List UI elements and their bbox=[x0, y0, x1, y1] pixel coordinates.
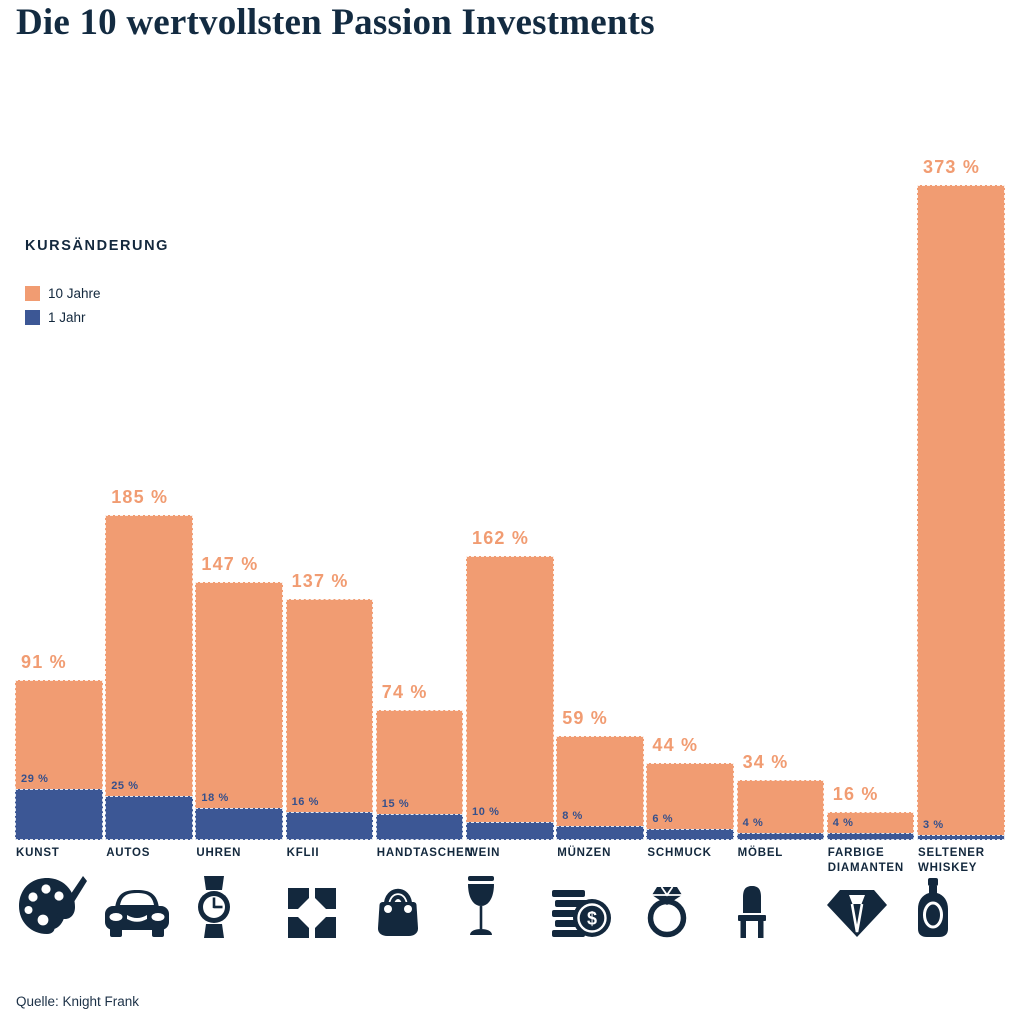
watch-icon bbox=[197, 874, 285, 938]
wine-glass-icon bbox=[466, 874, 554, 938]
diamond-icon bbox=[827, 874, 915, 938]
bar-10-jahre bbox=[556, 736, 644, 840]
bar-1-jahr bbox=[105, 796, 193, 840]
bar-10-jahre bbox=[466, 555, 554, 840]
category-label: SELTENER WHISKEY bbox=[918, 847, 985, 874]
category-label: KFLII bbox=[286, 847, 320, 859]
value-label-10-jahre: 16 % bbox=[832, 783, 879, 804]
legend-item-1-jahr: 1 Jahr bbox=[25, 310, 169, 325]
category-label: UHREN bbox=[196, 847, 242, 859]
bar-10-jahre bbox=[195, 581, 283, 840]
value-label-10-jahre: 44 % bbox=[652, 734, 699, 755]
bar-1-jahr bbox=[646, 829, 734, 840]
handbag-icon bbox=[378, 874, 466, 938]
category-label: SCHMUCK bbox=[647, 847, 712, 859]
legend-swatch-10-jahre-icon bbox=[25, 286, 40, 301]
category-label: AUTOS bbox=[106, 847, 151, 859]
chart-legend: KURSÄNDERUNG 10 Jahre 1 Jahr bbox=[25, 238, 169, 334]
palette-icon bbox=[17, 874, 105, 938]
bar-1-jahr bbox=[195, 808, 283, 840]
bar-1-jahr bbox=[15, 789, 103, 840]
value-label-1-jahr: 16 % bbox=[291, 795, 320, 808]
value-label-10-jahre: 137 % bbox=[291, 571, 349, 592]
legend-heading: KURSÄNDERUNG bbox=[25, 238, 170, 254]
ring-icon bbox=[646, 874, 734, 938]
value-label-1-jahr: 29 % bbox=[21, 773, 49, 786]
chair-icon bbox=[738, 874, 826, 938]
bar-1-jahr bbox=[375, 813, 464, 840]
value-label-1-jahr: 10 % bbox=[472, 806, 500, 819]
legend-item-10-jahre: 10 Jahre bbox=[25, 286, 169, 301]
value-label-10-jahre: 185 % bbox=[111, 487, 169, 508]
bar-1-jahr bbox=[466, 822, 554, 840]
value-label-1-jahr: 6 % bbox=[652, 813, 674, 826]
value-label-10-jahre: 147 % bbox=[201, 553, 259, 574]
kflii-pattern-icon bbox=[288, 874, 376, 938]
category-label: WEIN bbox=[467, 847, 501, 859]
value-label-10-jahre: 162 % bbox=[472, 527, 530, 548]
value-label-1-jahr: 18 % bbox=[201, 792, 229, 805]
bar-1-jahr bbox=[556, 825, 644, 840]
value-label-1-jahr: 4 % bbox=[742, 816, 764, 829]
value-label-1-jahr: 25 % bbox=[111, 780, 139, 793]
legend-swatch-1-jahr-icon bbox=[25, 310, 40, 325]
category-label: MÜNZEN bbox=[557, 847, 612, 859]
value-label-10-jahre: 34 % bbox=[742, 752, 789, 773]
category-label: FARBIGE DIAMANTEN bbox=[827, 847, 904, 874]
car-icon bbox=[103, 874, 191, 938]
bar-1-jahr bbox=[736, 832, 825, 840]
source-note: Quelle: Knight Frank bbox=[16, 994, 140, 1009]
bar-1-jahr bbox=[917, 834, 1005, 840]
value-label-10-jahre: 373 % bbox=[923, 157, 981, 177]
legend-label-10-jahre: 10 Jahre bbox=[48, 286, 101, 301]
bar-10-jahre bbox=[646, 762, 734, 840]
bar-10-jahre bbox=[917, 185, 1005, 840]
value-label-10-jahre: 91 % bbox=[21, 652, 67, 673]
bar-10-jahre bbox=[285, 599, 374, 840]
bar-10-jahre bbox=[105, 515, 193, 840]
value-label-10-jahre: 74 % bbox=[381, 682, 428, 703]
value-label-10-jahre: 59 % bbox=[562, 708, 609, 729]
bar-10-jahre bbox=[736, 780, 825, 840]
page-title: Die 10 wertvollsten Passion Investments bbox=[16, 2, 655, 43]
coins-icon: $ bbox=[551, 874, 639, 938]
value-label-1-jahr: 15 % bbox=[381, 797, 410, 810]
category-label: HANDTASCHEN bbox=[376, 847, 474, 859]
category-label: MÖBEL bbox=[737, 847, 784, 859]
svg-text:$: $ bbox=[587, 909, 597, 929]
value-label-1-jahr: 3 % bbox=[923, 818, 944, 831]
category-label: KUNST bbox=[16, 847, 60, 859]
bar-1-jahr bbox=[285, 811, 374, 840]
bar-1-jahr bbox=[826, 832, 915, 840]
value-label-1-jahr: 8 % bbox=[562, 809, 583, 822]
legend-label-1-jahr: 1 Jahr bbox=[48, 310, 86, 325]
whiskey-bottle-icon bbox=[918, 874, 1006, 938]
value-label-1-jahr: 4 % bbox=[832, 816, 854, 829]
